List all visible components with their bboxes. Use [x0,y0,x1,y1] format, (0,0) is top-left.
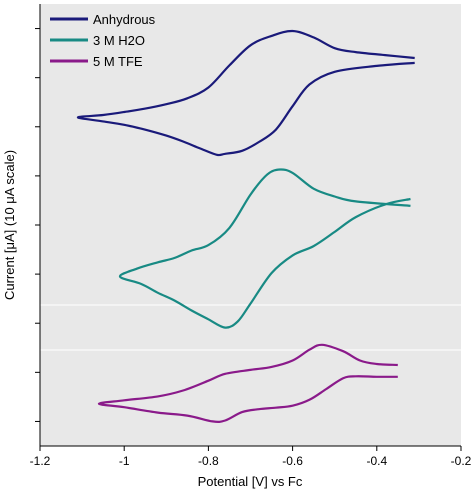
legend-label-3m-h2o: 3 M H2O [93,33,145,48]
series-layer [76,29,415,424]
plot-area-background [40,4,461,446]
x-tick-label: -0.2 [451,454,472,468]
x-tick-label: -0.8 [198,454,219,468]
series-line-3-m-h2o [118,168,411,329]
x-tick-label: -0.4 [366,454,387,468]
x-tick-label: -1 [119,454,130,468]
legend-label-anhydrous: Anhydrous [93,12,156,27]
legend: Anhydrous 3 M H2O 5 M TFE [50,12,156,69]
y-axis-ticks [35,28,40,422]
x-tick-label: -1.2 [30,454,51,468]
y-axis-title: Current [μA] (10 μA scale) [2,150,17,300]
x-axis-ticks: -1.2 -1 -0.8 -0.6 -0.4 -0.2 [30,446,472,468]
legend-label-5m-tfe: 5 M TFE [93,54,143,69]
x-axis-title: Potential [V] vs Fc [198,474,303,489]
series-line-anhydrous [76,29,415,157]
x-tick-label: -0.6 [282,454,303,468]
series-line-5-m-tfe [97,343,398,424]
